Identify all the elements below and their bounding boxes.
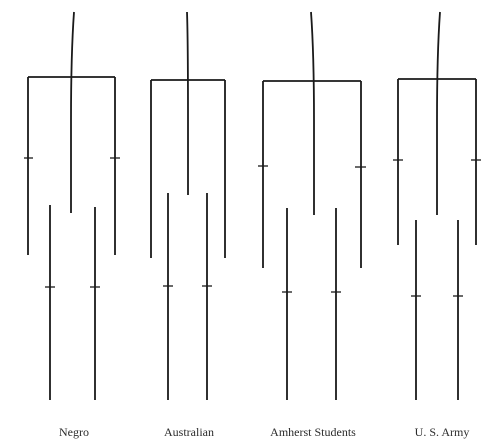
trunk-line — [310, 11, 315, 215]
trunk-line — [70, 11, 75, 213]
figure-label: Negro — [59, 425, 89, 439]
trunk-line — [186, 11, 189, 195]
figure-amherst-students: Amherst Students — [258, 11, 366, 439]
trunk-line — [436, 11, 441, 215]
figure-negro: Negro — [24, 11, 120, 439]
figure-label: U. S. Army — [415, 425, 470, 439]
figure-us-army: U. S. Army — [393, 11, 481, 439]
figure-label: Australian — [164, 425, 214, 439]
figure-australian: Australian — [150, 11, 226, 439]
figure-label: Amherst Students — [270, 425, 356, 439]
